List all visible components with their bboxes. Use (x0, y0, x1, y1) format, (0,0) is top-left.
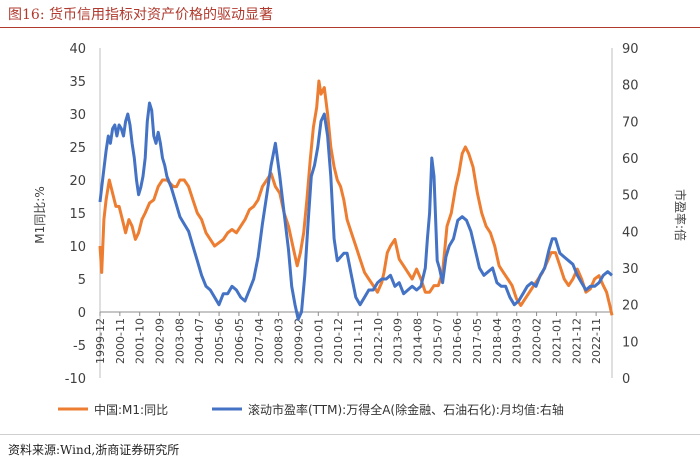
x-tick-label: 2016-06 (451, 318, 464, 364)
left-tick-label: -10 (65, 372, 86, 387)
right-tick-label: 60 (622, 152, 639, 167)
x-tick-label: 2003-08 (173, 318, 186, 364)
x-axis-ticks: 1999-12 2000-11 2001-10 2002-09 2003-08 2004-… (94, 312, 603, 364)
source-note: 资料来源:Wind,浙商证券研究所 (8, 443, 180, 457)
x-tick-label: 2010-12 (332, 318, 345, 364)
x-tick-label: 2010-01 (312, 318, 325, 364)
x-tick-label: 2009-02 (292, 318, 305, 364)
right-tick-label: 90 (622, 42, 639, 57)
left-tick-label: 10 (69, 240, 86, 255)
x-tick-label: 2004-07 (193, 318, 206, 364)
left-axis-ticks: -10 -5 0 5 10 15 20 25 30 35 40 (65, 42, 86, 387)
legend-label-pe: 滚动市盈率(TTM):万得全A(除金融、石油石化):月均值:右轴 (248, 402, 564, 417)
chart: -10 -5 0 5 10 15 20 25 30 35 40 0 10 20 30 40 50 60 70 80 9… (33, 42, 688, 417)
x-tick-label: 2014-08 (412, 318, 425, 364)
right-tick-label: 50 (622, 189, 639, 204)
x-tick-label: 2008-03 (273, 318, 286, 364)
x-tick-label: 2020-02 (531, 318, 544, 364)
x-tick-label: 2021-12 (570, 318, 583, 364)
footer-rule (0, 434, 700, 435)
legend-label-m1: 中国:M1:同比 (94, 402, 168, 417)
x-tick-label: 2022-11 (590, 318, 603, 364)
right-axis-ticks: 0 10 20 30 40 50 60 70 80 90 (622, 42, 639, 387)
left-tick-label: 15 (69, 207, 86, 222)
right-axis-label: 市盈率:倍 (673, 189, 688, 241)
series-line-pe (98, 101, 613, 321)
right-tick-label: 30 (622, 262, 639, 277)
x-tick-label: 2019-03 (511, 318, 524, 364)
left-tick-label: 30 (69, 108, 86, 123)
title-rule (0, 27, 700, 28)
legend: 中国:M1:同比 滚动市盈率(TTM):万得全A(除金融、石油石化):月均值:右… (58, 402, 564, 417)
left-tick-label: 0 (78, 306, 86, 321)
right-tick-label: 0 (622, 372, 630, 387)
left-tick-label: 35 (69, 75, 86, 90)
figure-title: 图16: 货币信用指标对资产价格的驱动显著 (8, 7, 273, 23)
x-tick-label: 1999-12 (94, 318, 107, 364)
x-tick-label: 2007-04 (253, 318, 266, 364)
right-tick-label: 40 (622, 225, 639, 240)
x-tick-label: 2013-09 (392, 318, 405, 364)
left-axis-label: M1同比:% (33, 186, 47, 243)
right-tick-label: 10 (622, 335, 639, 350)
x-tick-label: 2000-11 (114, 318, 127, 364)
right-tick-label: 20 (622, 299, 639, 314)
left-tick-label: 40 (69, 42, 86, 57)
x-tick-label: 2011-11 (352, 318, 365, 364)
right-tick-label: 80 (622, 79, 639, 94)
left-tick-label: 25 (69, 141, 86, 156)
series-lines (98, 79, 614, 321)
left-tick-label: 20 (69, 174, 86, 189)
x-tick-label: 2021-01 (550, 318, 563, 364)
x-tick-label: 2018-04 (491, 318, 504, 364)
x-tick-label: 2017-05 (471, 318, 484, 364)
x-tick-label: 2012-10 (372, 318, 385, 364)
x-tick-label: 2006-05 (233, 318, 246, 364)
left-tick-label: -5 (73, 339, 86, 354)
left-tick-label: 5 (78, 273, 86, 288)
x-tick-label: 2002-09 (154, 318, 167, 364)
chart-frame (99, 48, 613, 378)
x-tick-label: 2005-06 (213, 318, 226, 364)
right-tick-label: 70 (622, 115, 639, 130)
series-line-m1 (98, 79, 614, 316)
x-tick-label: 2015-07 (431, 318, 444, 364)
x-tick-label: 2001-10 (134, 318, 147, 364)
